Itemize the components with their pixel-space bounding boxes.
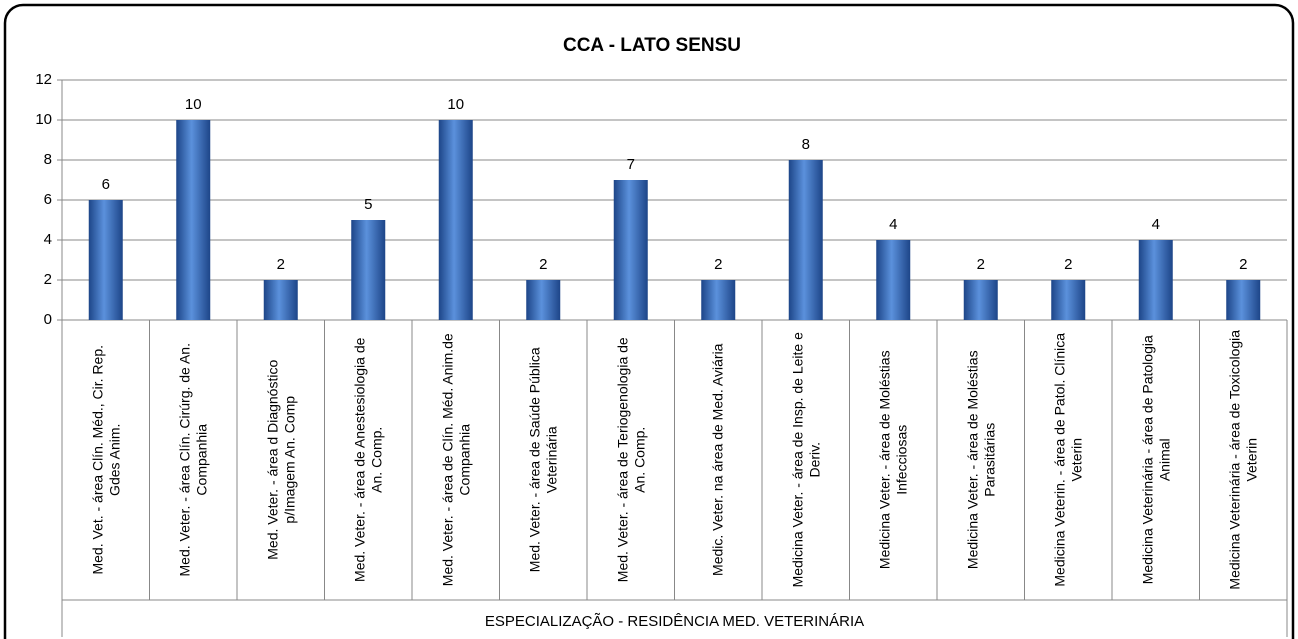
bar — [963, 280, 998, 320]
x-tick-label: Medic. Veter. na área de Med. Aviária — [709, 343, 726, 577]
x-tick-label: Med. Veter. - área de Clín. Méd. Anim.de… — [438, 333, 472, 587]
x-tick-label: Med. Veter. - área de Teriogenologia de … — [613, 337, 647, 583]
value-label: 10 — [447, 96, 464, 113]
value-label: 6 — [102, 176, 110, 193]
x-tick-label: Med. Vet. - área Clín. Méd., Cir. Rep. G… — [88, 345, 122, 575]
y-tick-label: 0 — [44, 311, 52, 328]
bar — [613, 180, 648, 320]
bar — [1138, 240, 1173, 320]
bar — [438, 120, 473, 320]
chart-border — [3, 3, 1295, 639]
bar — [1226, 280, 1261, 320]
y-tick-label: 6 — [44, 191, 52, 208]
value-label: 8 — [802, 136, 810, 153]
bar — [1051, 280, 1086, 320]
value-label: 2 — [539, 256, 547, 273]
value-label: 7 — [627, 156, 635, 173]
chart-title: CCA - LATO SENSU — [563, 35, 741, 56]
y-tick-label: 12 — [35, 71, 52, 88]
x-tick-label: Medicina Veterinária - área de Patologia… — [1138, 335, 1172, 585]
y-tick-label: 8 — [44, 151, 52, 168]
bar — [176, 120, 211, 320]
value-label: 10 — [185, 96, 202, 113]
value-label: 4 — [889, 216, 897, 233]
x-tick-label: Medicina Veter. - área de Moléstias Para… — [963, 350, 997, 570]
x-tick-label: Med. Veter. - área de Anestesiologia de … — [351, 337, 385, 583]
x-tick-label: Med. Veter. - área de Saúde Pública Vete… — [526, 347, 560, 573]
value-label: 2 — [1239, 256, 1247, 273]
x-tick-label: Medicina Veterin. - área de Patol. Clíni… — [1051, 333, 1085, 587]
value-label: 2 — [1064, 256, 1072, 273]
category-group-label: ESPECIALIZAÇÃO - RESIDÊNCIA MED. VETERIN… — [485, 613, 864, 630]
x-tick-label: Medicina Veter. - área de Moléstias Infe… — [876, 350, 910, 570]
bar — [876, 240, 911, 320]
y-tick-label: 2 — [44, 271, 52, 288]
x-tick-label: Medicina Veter. - área de Insp. de Leite… — [788, 332, 822, 588]
value-label: 5 — [364, 196, 372, 213]
value-label: 4 — [1152, 216, 1160, 233]
x-tick-label: Med. Veter. - área d Diagnóstico p/Image… — [263, 360, 297, 560]
y-tick-label: 10 — [35, 111, 52, 128]
x-tick-label: Medicina Veterinária - área de Toxicolog… — [1226, 330, 1260, 590]
bar — [263, 280, 298, 320]
value-label: 2 — [977, 256, 985, 273]
value-label: 2 — [277, 256, 285, 273]
y-tick-label: 4 — [44, 231, 52, 248]
x-tick-label: Med. Veter. - área Clín. Cirúrg. de An. … — [176, 343, 210, 577]
bar — [701, 280, 736, 320]
bar — [88, 200, 123, 320]
bar — [526, 280, 561, 320]
bar — [351, 220, 386, 320]
value-label: 2 — [714, 256, 722, 273]
bar — [788, 160, 823, 320]
